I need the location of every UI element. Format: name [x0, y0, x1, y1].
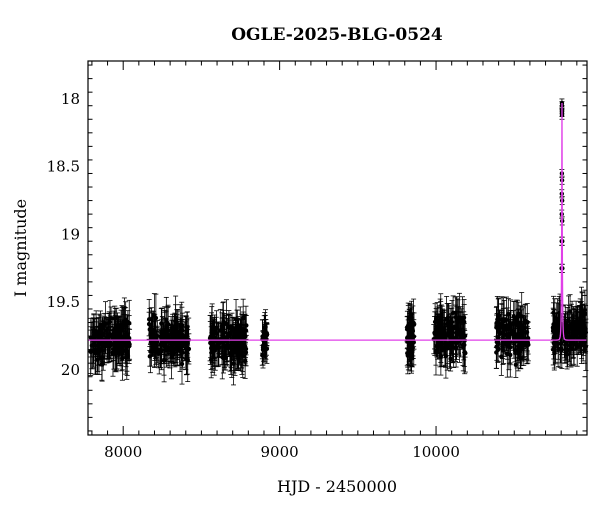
data-point: [449, 333, 454, 339]
y-tick-label: 19.5: [47, 293, 80, 311]
data-point: [261, 344, 266, 350]
data-point: [262, 326, 268, 332]
data-point: [110, 351, 116, 356]
data-point: [578, 330, 583, 336]
x-tick-label: 10000: [412, 443, 460, 461]
data-point: [433, 350, 439, 355]
data-point: [98, 341, 103, 347]
data-point: [222, 335, 228, 340]
data-point: [508, 344, 513, 350]
data-point: [510, 331, 516, 337]
data-point: [432, 319, 438, 325]
plot-frame: [87, 60, 588, 436]
data-point: [453, 340, 458, 346]
y-tick-label: 18.5: [47, 158, 80, 176]
data-point: [224, 346, 229, 351]
data-point: [575, 343, 580, 349]
data-point: [555, 317, 560, 322]
x-axis-ticks: [91, 61, 578, 435]
data-point: [96, 334, 101, 340]
data-point: [461, 319, 467, 325]
data-point: [495, 317, 500, 322]
data-point: [112, 316, 117, 321]
data-point: [179, 332, 184, 337]
data-point: [571, 327, 577, 332]
data-point: [458, 332, 463, 337]
data-point: [437, 320, 443, 326]
data-point: [569, 321, 575, 327]
data-point: [411, 320, 416, 326]
data-point: [579, 341, 584, 347]
data-point: [122, 319, 127, 324]
data-point: [118, 349, 124, 354]
data-point: [432, 330, 437, 335]
y-tick-label: 20: [61, 361, 80, 379]
data-point: [183, 341, 189, 346]
data-point: [453, 345, 459, 350]
data-point: [440, 327, 446, 333]
data-point: [119, 338, 125, 344]
data-point: [185, 324, 190, 330]
data-point: [437, 342, 443, 348]
data-point: [146, 317, 152, 322]
data-point: [175, 329, 181, 335]
data-point: [555, 332, 561, 337]
x-tick-label: 9000: [261, 443, 299, 461]
x-axis-label: HJD - 2450000: [277, 477, 397, 496]
y-axis-tick-labels: 18 18.5 19 19.5 20: [47, 90, 80, 379]
data-point: [242, 344, 248, 349]
data-point: [149, 332, 155, 337]
data-point: [453, 315, 458, 320]
data-point: [212, 329, 217, 334]
data-point: [516, 320, 521, 325]
data-points: [88, 98, 589, 386]
data-point: [159, 321, 164, 326]
data-point: [578, 315, 583, 321]
data-point: [225, 339, 230, 345]
data-point: [171, 342, 176, 347]
data-point: [153, 315, 159, 321]
data-point: [209, 357, 214, 362]
model-curve: [88, 103, 587, 341]
chart-title: OGLE-2025-BLG-0524: [231, 25, 443, 45]
data-point: [559, 347, 565, 353]
data-point: [551, 347, 556, 352]
x-axis-tick-labels: 8000 9000 10000: [104, 443, 460, 461]
data-point: [222, 354, 227, 360]
data-point: [524, 330, 530, 335]
data-point: [239, 326, 244, 331]
data-point: [158, 347, 163, 353]
y-axis-ticks: [88, 64, 587, 432]
data-point: [518, 348, 523, 353]
data-point: [106, 320, 112, 325]
data-point: [453, 330, 459, 335]
y-axis-label: I magnitude: [11, 199, 30, 297]
data-point: [229, 352, 234, 357]
data-point: [147, 327, 152, 332]
data-point: [504, 317, 509, 323]
data-point: [567, 326, 572, 331]
data-point: [443, 342, 448, 347]
x-tick-label: 8000: [104, 443, 142, 461]
data-point: [216, 341, 222, 347]
data-point: [123, 343, 129, 348]
data-point: [264, 332, 270, 338]
data-point: [233, 337, 238, 342]
data-point: [106, 333, 112, 338]
data-point: [161, 335, 166, 340]
data-point: [405, 350, 410, 356]
data-point: [405, 324, 410, 330]
data-point: [104, 328, 109, 333]
y-tick-label: 19: [61, 225, 80, 243]
data-point: [494, 339, 500, 345]
data-point: [462, 333, 468, 339]
data-point: [494, 350, 499, 355]
data-point: [519, 323, 524, 328]
data-point: [161, 358, 167, 364]
y-tick-label: 18: [61, 90, 80, 108]
data-point: [106, 338, 111, 344]
data-point: [497, 325, 502, 331]
data-point: [114, 323, 119, 328]
